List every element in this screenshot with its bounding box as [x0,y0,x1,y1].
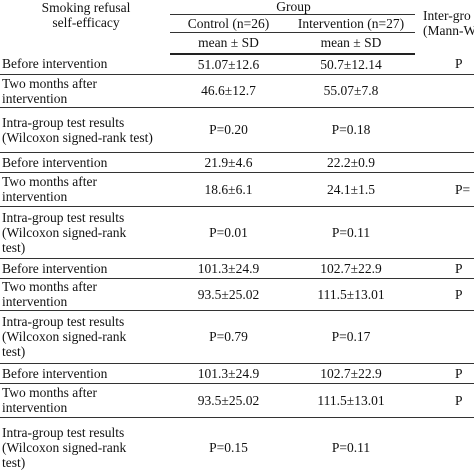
label-line: (Wilcoxon signed-rank [2,329,127,344]
header-group: Group [170,0,415,15]
label-line: Before intervention [2,56,108,72]
control-value: 51.07±12.6 [170,54,285,75]
label-line: (Wilcoxon signed-rank [2,224,127,240]
intervention-value: 50.7±12.14 [285,54,415,75]
label-line: Two months after [2,279,98,294]
inter-group-cell [415,152,474,173]
label-line: Before intervention [2,154,108,170]
header-text: self-efficacy [52,15,120,30]
table-row: Intra-group test results (Wilcoxon signed… [0,206,474,259]
table-row: Before intervention 101.3±24.9 102.7±22.9 P [0,363,474,384]
intervention-value: 55.07±7.8 [285,74,415,108]
intervention-value: 111.5±13.01 [285,278,415,311]
label-line: test) [2,344,26,359]
label-line: Intra-group test results [2,424,125,440]
row-label: Intra-group test results (Wilcoxon signed… [0,417,170,474]
label-line: Before intervention [2,260,108,276]
control-value: 18.6±6.1 [170,172,285,207]
control-value: 101.3±24.9 [170,258,285,279]
label-line: (Wilcoxon signed-rank test) [2,129,153,145]
control-value: 46.6±12.7 [170,74,285,108]
label-line: intervention [2,400,68,415]
label-line: Intra-group test results [2,314,125,329]
intervention-value: P=0.17 [285,310,415,364]
row-label: Two months after intervention [0,278,170,311]
row-label: Two months after intervention [0,383,170,418]
control-value: 93.5±25.02 [170,383,285,418]
row-label: Before intervention [0,54,170,75]
table-row: Two months after intervention 18.6±6.1 24.1… [0,172,474,207]
control-value: 93.5±25.02 [170,278,285,311]
header-intervention: Intervention (n=27) [285,14,415,33]
intervention-value: P=0.11 [285,417,415,474]
inter-group-value: P [415,278,474,311]
table-row: Two months after intervention 46.6±12.7 55.… [0,74,474,108]
row-label: Before intervention [0,152,170,173]
header-text: (Mann-W [423,23,474,38]
row-label: Intra-group test results (Wilcoxon signed… [0,107,170,153]
table-row: Before intervention 21.9±4.6 22.2±0.9 [0,152,474,173]
label-line: intervention [2,294,68,309]
label-line: intervention [2,90,68,106]
label-line: Two months after [2,174,98,189]
header-stat: mean ± SD [170,32,285,55]
row-label: Before intervention [0,363,170,384]
row-label: Two months after intervention [0,172,170,207]
inter-group-cell [415,107,474,153]
control-value: P=0.15 [170,417,285,474]
intervention-value: 111.5±13.01 [285,383,415,418]
table-row: Two months after intervention 93.5±25.02 11… [0,383,474,418]
table-row: Intra-group test results (Wilcoxon signed… [0,107,474,153]
label-line: intervention [2,189,68,204]
label-line: Before intervention [2,365,108,381]
control-value: P=0.79 [170,310,285,364]
inter-group-value: P= [415,172,474,207]
intervention-value: P=0.18 [285,107,415,153]
intervention-value: 24.1±1.5 [285,172,415,207]
inter-group-value: P [415,363,474,384]
header-inter-group: Inter-gro (Mann-W [415,0,474,54]
inter-group-cell [415,206,474,259]
inter-group-cell [415,74,474,108]
label-line: Intra-group test results [2,114,125,130]
label-line: test) [2,454,26,470]
control-value: P=0.20 [170,107,285,153]
header-text: Smoking refusal [41,0,131,15]
row-label: Intra-group test results (Wilcoxon signed… [0,310,170,364]
table-row: Before intervention 101.3±24.9 102.7±22.9 P [0,258,474,279]
table-row: Intra-group test results (Wilcoxon signed… [0,417,474,474]
label-line: (Wilcoxon signed-rank [2,439,127,455]
inter-group-value: P [415,54,474,75]
label-line: Two months after [2,385,98,400]
inter-group-cell [415,310,474,364]
header-stat: mean ± SD [285,32,415,55]
intervention-value: 22.2±0.9 [285,152,415,173]
row-label: Two months after intervention [0,74,170,108]
inter-group-value: P [415,258,474,279]
control-value: 101.3±24.9 [170,363,285,384]
control-value: 21.9±4.6 [170,152,285,173]
table-row: Two months after intervention 93.5±25.02 11… [0,278,474,311]
table-row: Intra-group test results (Wilcoxon signed… [0,310,474,364]
table-row: Before intervention 51.07±12.6 50.7±12.14 P [0,54,474,75]
label-line: test) [2,239,26,255]
inter-group-value: P [415,383,474,418]
intervention-value: 102.7±22.9 [285,363,415,384]
header-variable: Smoking refusal self-efficacy [0,0,170,54]
row-label: Before intervention [0,258,170,279]
intervention-value: P=0.11 [285,206,415,259]
header-control: Control (n=26) [170,14,285,33]
inter-group-cell [415,417,474,474]
header-text: Inter-gro [423,8,471,23]
label-line: Two months after [2,75,98,91]
label-line: Intra-group test results [2,209,125,225]
intervention-value: 102.7±22.9 [285,258,415,279]
control-value: P=0.01 [170,206,285,259]
row-label: Intra-group test results (Wilcoxon signed… [0,206,170,259]
